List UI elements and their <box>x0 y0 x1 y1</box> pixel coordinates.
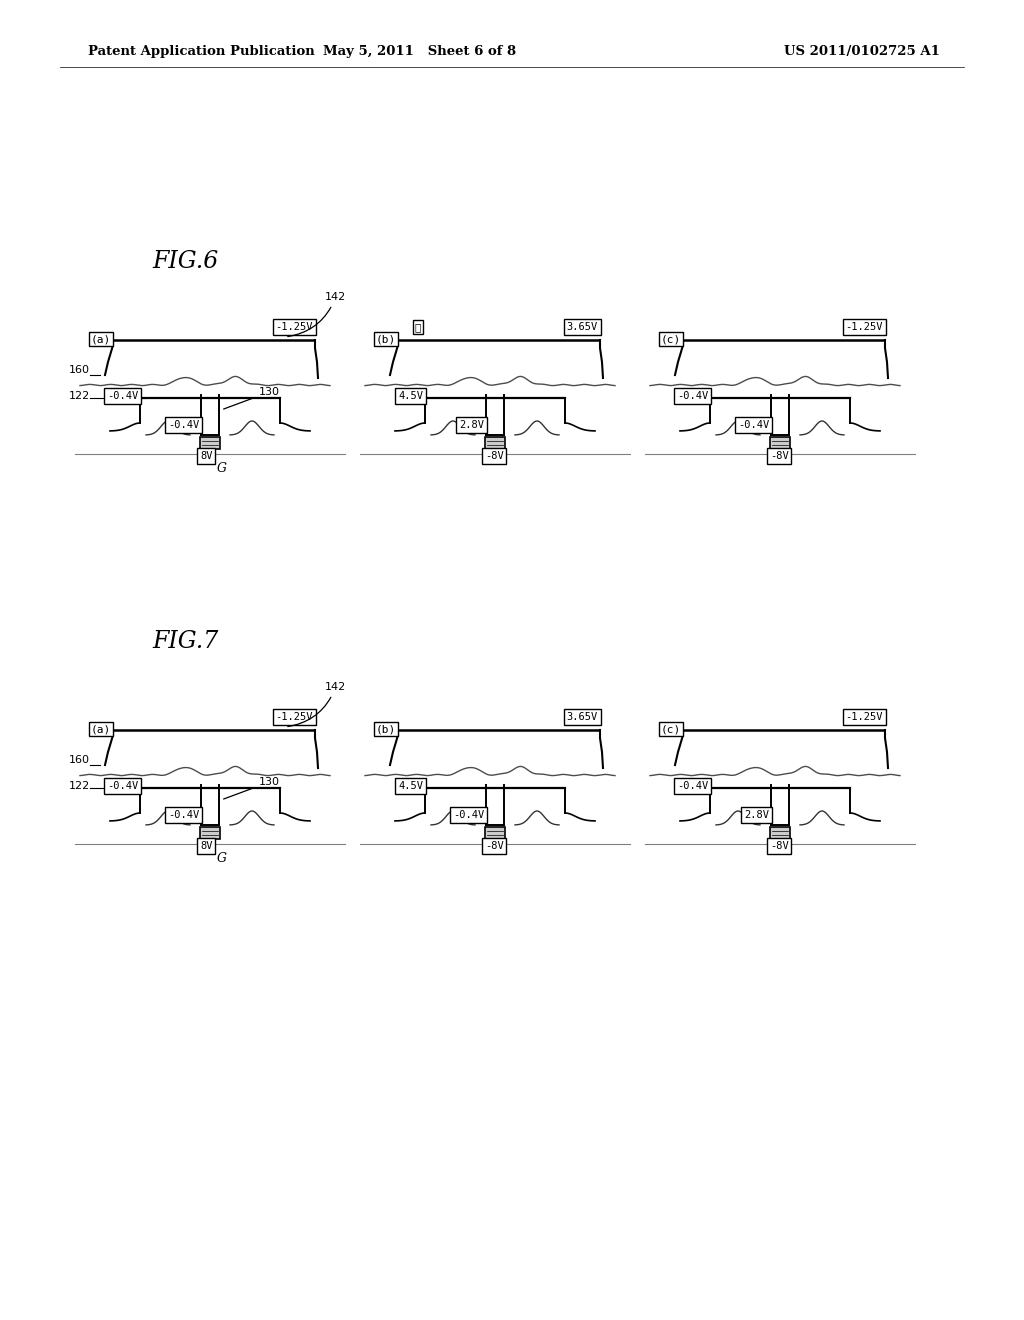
Text: 122: 122 <box>69 781 90 791</box>
Bar <box>770 828 790 840</box>
Text: G: G <box>217 851 227 865</box>
Text: 2.8V: 2.8V <box>459 420 484 430</box>
Text: May 5, 2011   Sheet 6 of 8: May 5, 2011 Sheet 6 of 8 <box>324 45 516 58</box>
Text: -8V: -8V <box>485 451 504 461</box>
Text: 3.65V: 3.65V <box>566 711 598 722</box>
Text: Patent Application Publication: Patent Application Publication <box>88 45 314 58</box>
Text: 4.5V: 4.5V <box>398 391 423 401</box>
Text: 4.5V: 4.5V <box>398 781 423 791</box>
Text: (a): (a) <box>91 334 111 345</box>
Text: -1.25V: -1.25V <box>846 322 883 333</box>
Text: (a): (a) <box>91 723 111 734</box>
Text: -0.4V: -0.4V <box>168 810 199 820</box>
Text: 2.8V: 2.8V <box>744 810 769 820</box>
Text: -0.4V: -0.4V <box>677 781 708 791</box>
Text: 142: 142 <box>288 292 346 337</box>
Bar <box>485 828 505 840</box>
Text: -8V: -8V <box>485 841 504 851</box>
Text: G: G <box>217 462 227 475</box>
Bar <box>770 437 790 449</box>
Text: -1.25V: -1.25V <box>275 322 313 333</box>
Text: -0.4V: -0.4V <box>737 420 769 430</box>
Text: -0.4V: -0.4V <box>453 810 484 820</box>
Text: 160: 160 <box>69 755 90 766</box>
Text: FIG.7: FIG.7 <box>152 630 218 653</box>
Text: FIG.6: FIG.6 <box>152 249 218 273</box>
Text: 142: 142 <box>288 682 346 726</box>
Text: -1.25V: -1.25V <box>275 711 313 722</box>
Text: (c): (c) <box>660 723 681 734</box>
Text: -8V: -8V <box>770 451 788 461</box>
Text: -0.4V: -0.4V <box>677 391 708 401</box>
Text: -0.4V: -0.4V <box>168 420 199 430</box>
Bar <box>200 828 220 840</box>
Text: (b): (b) <box>376 334 396 345</box>
Text: 8V: 8V <box>200 841 213 851</box>
Text: 122: 122 <box>69 391 90 401</box>
Text: -8V: -8V <box>770 841 788 851</box>
Text: 黒: 黒 <box>415 322 421 333</box>
Text: 8V: 8V <box>200 451 213 461</box>
Text: -0.4V: -0.4V <box>106 781 138 791</box>
Bar <box>485 437 505 449</box>
Text: (b): (b) <box>376 723 396 734</box>
Text: -0.4V: -0.4V <box>106 391 138 401</box>
Text: -1.25V: -1.25V <box>846 711 883 722</box>
Text: 160: 160 <box>69 366 90 375</box>
Text: (c): (c) <box>660 334 681 345</box>
Bar <box>200 437 220 449</box>
Text: 130: 130 <box>223 387 280 409</box>
Text: 130: 130 <box>223 777 280 799</box>
Text: 3.65V: 3.65V <box>566 322 598 333</box>
Text: US 2011/0102725 A1: US 2011/0102725 A1 <box>784 45 940 58</box>
